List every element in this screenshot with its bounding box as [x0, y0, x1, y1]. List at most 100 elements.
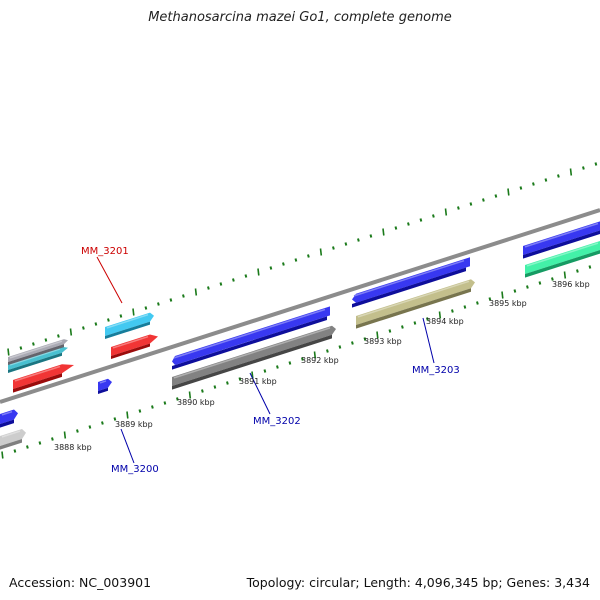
outer-tick	[32, 342, 35, 346]
inner-tick	[488, 297, 492, 301]
map-title: Methanosarcina mazei Go1, complete genom…	[148, 10, 452, 25]
inner-tick	[63, 431, 67, 439]
gene-label-mm3200[interactable]: MM_3200	[111, 464, 159, 475]
gene-label-mm3201[interactable]: MM_3201	[81, 246, 129, 257]
inner-tick	[451, 309, 454, 313]
inner-tick	[126, 411, 129, 419]
outer-tick	[7, 348, 10, 356]
inner-tick	[338, 345, 342, 349]
inner-tick	[576, 269, 579, 273]
gene-blue-right[interactable]	[523, 221, 600, 259]
inner-tick	[563, 271, 567, 279]
inner-tick	[13, 449, 17, 453]
gene-callout-lines	[96, 256, 435, 464]
inner-tick	[401, 325, 404, 329]
inner-tick	[26, 445, 29, 449]
scale-label-3890: 3890 kbp	[177, 398, 215, 407]
accession-text: Accession: NC_003901	[9, 575, 152, 590]
gene-cyan-mm3201[interactable]	[105, 312, 154, 339]
outer-tick	[394, 226, 398, 230]
outer-tick	[407, 222, 410, 226]
gene-gray-far-left[interactable]	[8, 339, 68, 365]
outer-tick	[494, 194, 498, 198]
outer-tick	[594, 162, 598, 166]
outer-tick	[382, 228, 385, 236]
gene-label-mm3202[interactable]: MM_3202	[253, 416, 301, 427]
outer-tick	[457, 206, 460, 210]
gene-blue-3893[interactable]	[352, 257, 470, 308]
inner-tick	[51, 437, 54, 441]
scale-labels: 3888 kbp 3889 kbp 3890 kbp 3891 kbp 3892…	[54, 280, 590, 452]
inner-tick	[588, 265, 592, 269]
inner-tick	[138, 409, 142, 413]
outer-tick	[44, 338, 48, 342]
inner-tick	[351, 341, 354, 345]
gene-red-mm3201[interactable]	[111, 334, 158, 360]
outer-tick	[132, 308, 135, 316]
outer-tick	[532, 182, 535, 186]
gene-cyan-far-left[interactable]	[8, 346, 68, 373]
inner-tick-ring	[1, 265, 592, 459]
inner-tick	[188, 391, 192, 399]
outer-tick	[432, 214, 435, 218]
gene-blue-edge[interactable]	[0, 409, 18, 428]
inner-tick	[538, 281, 542, 285]
outer-tick	[357, 238, 360, 242]
outer-tick	[507, 188, 510, 196]
callout-line-mm3201	[96, 256, 123, 304]
outer-tick	[169, 298, 173, 302]
scale-label-3896: 3896 kbp	[552, 280, 590, 289]
outer-tick	[219, 282, 223, 286]
outer-tick	[182, 294, 185, 298]
inner-tick	[426, 317, 429, 321]
outer-tick	[557, 174, 560, 178]
outer-tick	[119, 314, 123, 318]
inner-tick	[263, 369, 267, 373]
inner-tick	[363, 337, 367, 341]
outer-tick	[69, 328, 73, 336]
outer-tick	[444, 208, 448, 216]
gene-label-mm3203[interactable]: MM_3203	[412, 365, 460, 376]
inner-tick	[288, 361, 292, 365]
inner-tick	[163, 401, 167, 405]
outer-tick	[269, 266, 273, 270]
scale-label-3894: 3894 kbp	[426, 317, 464, 326]
outer-tick-ring	[7, 162, 598, 356]
outer-tick	[94, 322, 98, 326]
inner-tick	[313, 351, 317, 359]
outer-tick	[207, 286, 210, 290]
outer-tick	[307, 254, 310, 258]
gene-green-right[interactable]	[525, 241, 600, 278]
outer-tick	[332, 246, 335, 250]
gene-silver-edge[interactable]	[0, 429, 26, 450]
gene-darkgray-mm3202[interactable]	[172, 325, 336, 390]
inner-tick	[276, 365, 279, 369]
gene-red-left[interactable]	[13, 364, 74, 393]
gene-blue-mm3200[interactable]	[98, 378, 112, 394]
inner-tick	[326, 349, 329, 353]
inner-tick	[413, 321, 417, 325]
inner-tick	[151, 405, 154, 409]
genome-backbone	[0, 208, 600, 404]
outer-tick	[519, 186, 523, 190]
outer-tick	[294, 258, 298, 262]
inner-tick	[463, 305, 467, 309]
outer-tick	[19, 346, 23, 350]
inner-tick	[201, 389, 204, 393]
inner-tick	[76, 429, 79, 433]
outer-tick	[232, 278, 235, 282]
inner-tick	[213, 385, 217, 389]
gene-blue-mm3202[interactable]	[172, 306, 330, 370]
gene-olive-mm3203[interactable]	[356, 279, 475, 329]
outer-tick	[369, 234, 373, 238]
inner-tick	[501, 291, 504, 299]
inner-tick	[388, 329, 392, 333]
inner-tick	[238, 377, 242, 381]
inner-tick	[176, 397, 179, 401]
outer-tick	[257, 268, 260, 276]
inner-tick	[101, 421, 104, 425]
scale-label-3888: 3888 kbp	[54, 443, 92, 452]
inner-tick	[551, 277, 554, 281]
